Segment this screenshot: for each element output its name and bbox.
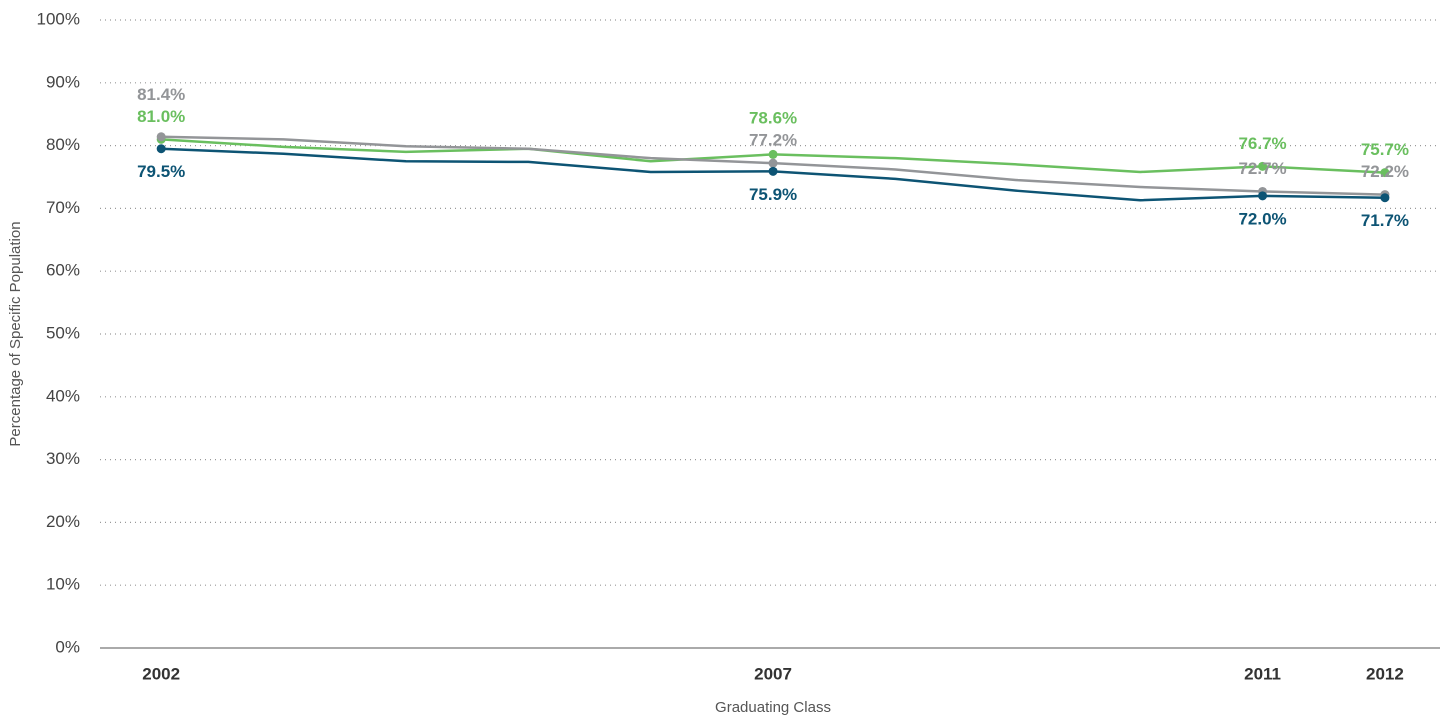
point-marker bbox=[1380, 168, 1390, 178]
data-label: 72.7% bbox=[1238, 159, 1286, 178]
x-axis-label: Graduating Class bbox=[715, 699, 831, 716]
point-marker bbox=[156, 132, 166, 142]
point-marker bbox=[768, 149, 778, 159]
data-label: 81.0% bbox=[137, 107, 185, 126]
data-label: 76.7% bbox=[1238, 134, 1286, 153]
y-tick-label: 70% bbox=[46, 198, 80, 217]
data-label: 79.5% bbox=[137, 162, 185, 181]
y-tick-label: 80% bbox=[46, 135, 80, 154]
point-marker bbox=[768, 166, 778, 176]
data-label: 81.4% bbox=[137, 85, 185, 104]
x-tick-label: 2002 bbox=[142, 664, 180, 683]
y-tick-label: 100% bbox=[37, 9, 80, 28]
x-tick-label: 2007 bbox=[754, 664, 792, 683]
data-label: 71.7% bbox=[1361, 211, 1409, 230]
y-tick-label: 60% bbox=[46, 261, 80, 280]
point-marker bbox=[1380, 193, 1390, 203]
y-tick-label: 30% bbox=[46, 449, 80, 468]
point-marker bbox=[768, 158, 778, 168]
point-marker bbox=[1258, 161, 1268, 171]
y-tick-label: 40% bbox=[46, 386, 80, 405]
data-label: 75.9% bbox=[749, 185, 797, 204]
data-label: 77.2% bbox=[749, 131, 797, 150]
x-tick-label: 2011 bbox=[1244, 664, 1281, 683]
y-tick-label: 10% bbox=[46, 575, 80, 594]
y-axis-label: Percentage of Specific Population bbox=[7, 221, 24, 446]
point-marker bbox=[156, 144, 166, 154]
y-tick-label: 90% bbox=[46, 72, 80, 91]
data-label: 78.6% bbox=[749, 109, 797, 128]
data-label: 75.7% bbox=[1361, 140, 1409, 159]
data-label: 72.0% bbox=[1238, 209, 1286, 228]
y-tick-label: 20% bbox=[46, 512, 80, 531]
point-marker bbox=[1258, 191, 1268, 201]
x-tick-label: 2012 bbox=[1366, 664, 1404, 683]
data-label: 72.2% bbox=[1361, 162, 1409, 181]
y-tick-label: 0% bbox=[55, 637, 80, 656]
y-tick-label: 50% bbox=[46, 323, 80, 342]
